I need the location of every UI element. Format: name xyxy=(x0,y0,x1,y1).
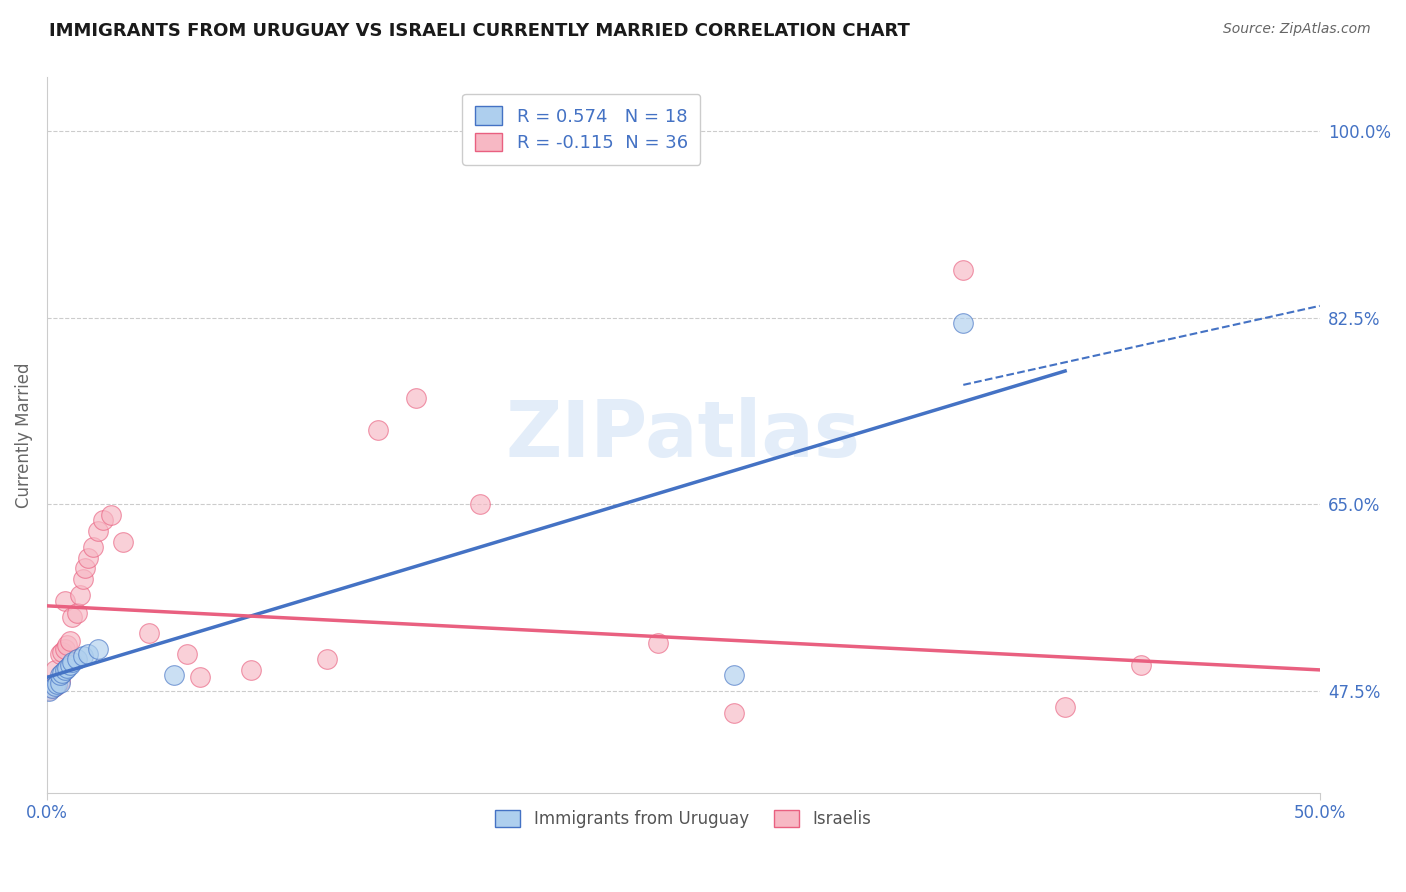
Point xyxy=(46,677,69,691)
Point xyxy=(53,641,76,656)
Point xyxy=(647,636,669,650)
Point xyxy=(48,673,70,688)
Point xyxy=(87,641,110,656)
Point xyxy=(75,561,97,575)
Point xyxy=(72,648,94,663)
Point xyxy=(41,681,63,695)
Point xyxy=(59,634,82,648)
Point xyxy=(138,625,160,640)
Text: ZIPatlas: ZIPatlas xyxy=(506,397,860,473)
Point xyxy=(82,540,104,554)
Point xyxy=(468,498,491,512)
Point xyxy=(76,647,98,661)
Point xyxy=(56,638,79,652)
Point xyxy=(188,670,211,684)
Text: Source: ZipAtlas.com: Source: ZipAtlas.com xyxy=(1223,22,1371,37)
Point xyxy=(91,513,114,527)
Point xyxy=(87,524,110,538)
Point xyxy=(69,588,91,602)
Point xyxy=(76,550,98,565)
Point xyxy=(316,652,339,666)
Point xyxy=(1130,657,1153,672)
Point xyxy=(51,666,73,681)
Point xyxy=(405,391,427,405)
Point xyxy=(66,607,89,621)
Point xyxy=(53,663,76,677)
Point xyxy=(66,652,89,666)
Text: IMMIGRANTS FROM URUGUAY VS ISRAELI CURRENTLY MARRIED CORRELATION CHART: IMMIGRANTS FROM URUGUAY VS ISRAELI CURRE… xyxy=(49,22,910,40)
Point xyxy=(723,668,745,682)
Point xyxy=(41,681,63,695)
Point xyxy=(239,663,262,677)
Point xyxy=(1054,700,1077,714)
Point xyxy=(176,647,198,661)
Point xyxy=(72,572,94,586)
Point xyxy=(60,609,83,624)
Point xyxy=(952,262,974,277)
Point xyxy=(952,316,974,330)
Legend: Immigrants from Uruguay, Israelis: Immigrants from Uruguay, Israelis xyxy=(489,803,877,834)
Point xyxy=(100,508,122,522)
Point xyxy=(59,657,82,672)
Y-axis label: Currently Married: Currently Married xyxy=(15,362,32,508)
Point xyxy=(46,677,69,691)
Point xyxy=(112,534,135,549)
Point xyxy=(48,668,70,682)
Point xyxy=(48,675,70,690)
Point xyxy=(163,668,186,682)
Point xyxy=(44,679,66,693)
Point xyxy=(723,706,745,720)
Point xyxy=(56,661,79,675)
Point xyxy=(38,684,60,698)
Point xyxy=(367,423,389,437)
Point xyxy=(53,593,76,607)
Point xyxy=(38,683,60,698)
Point xyxy=(44,679,66,693)
Point xyxy=(60,656,83,670)
Point xyxy=(44,663,66,677)
Point xyxy=(51,645,73,659)
Point xyxy=(48,647,70,661)
